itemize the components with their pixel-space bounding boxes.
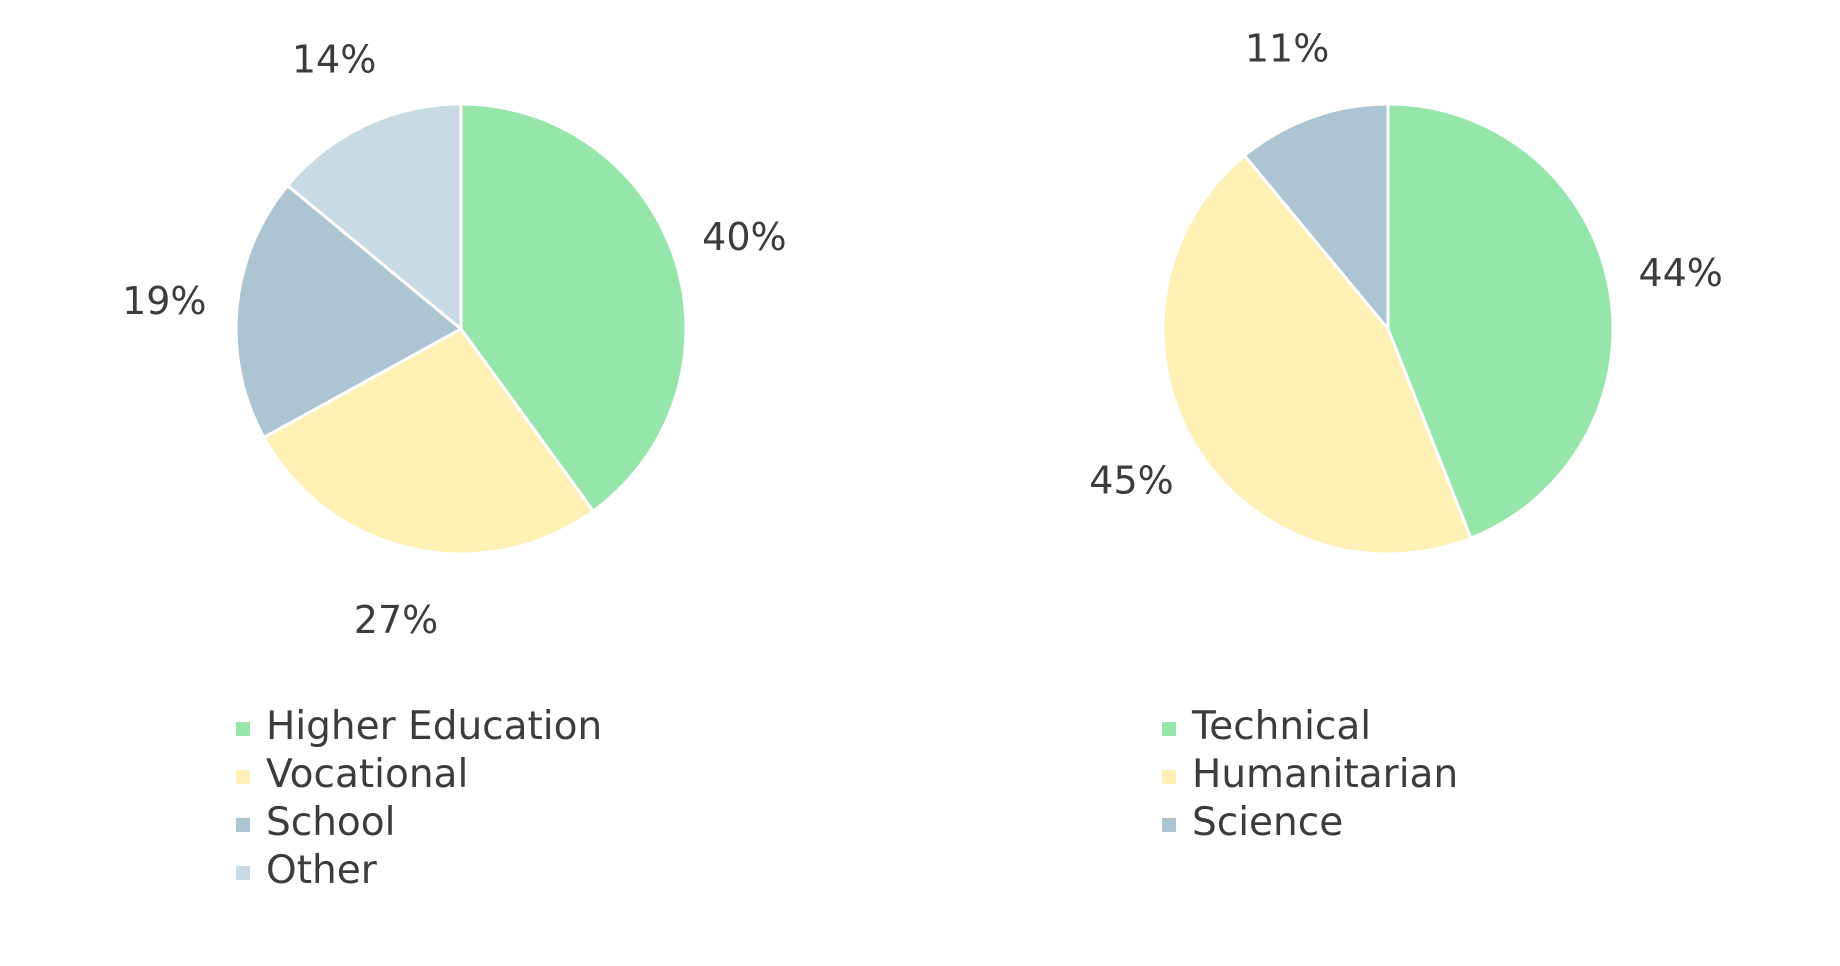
pie-slice-vocational: [262, 327, 595, 556]
legend-label: Higher Education: [266, 703, 603, 749]
legend-swatch-other: [236, 866, 250, 880]
legend-swatch-school: [236, 818, 250, 832]
data-label-higher-education: 40%: [702, 215, 786, 259]
legend-label: Vocational: [266, 751, 469, 797]
pie-slice-science: [1243, 102, 1390, 331]
data-label-technical: 44%: [1638, 251, 1722, 295]
pie-slice-higher-education: [459, 102, 688, 513]
data-label-school: 19%: [122, 279, 206, 323]
legend-swatch-higher-education: [236, 722, 250, 736]
legend-item-other: Other: [236, 846, 602, 894]
legend-label: Technical: [1192, 703, 1372, 749]
pie-chart-1: 40% 27% 19% 14%: [122, 37, 787, 641]
pie-slice-humanitarian: [1161, 154, 1473, 556]
legend-item-humanitarian: Humanitarian: [1162, 750, 1458, 798]
legend-item-higher-education: Higher Education: [236, 702, 602, 750]
legend-swatch-science: [1162, 818, 1176, 832]
data-label-science: 11%: [1245, 27, 1329, 71]
legend-field-of-study: Technical Humanitarian Science: [1162, 702, 1458, 846]
data-label-other: 14%: [292, 37, 376, 81]
legend-swatch-humanitarian: [1162, 770, 1176, 784]
pie-chart-2: 44% 45% 11%: [1089, 27, 1723, 556]
legend-swatch-vocational: [236, 770, 250, 784]
legend-label: Other: [266, 847, 377, 893]
legend-label: Science: [1192, 799, 1344, 845]
legend-label: Humanitarian: [1192, 751, 1459, 797]
pie-slice-technical: [1386, 102, 1615, 540]
legend-swatch-technical: [1162, 722, 1176, 736]
legend-label: School: [266, 799, 396, 845]
pie-slice-other: [286, 102, 463, 331]
legend-item-vocational: Vocational: [236, 750, 602, 798]
data-label-vocational: 27%: [354, 598, 438, 642]
legend-item-school: School: [236, 798, 602, 846]
legend-education-level: Higher Education Vocational School Other: [236, 702, 602, 894]
pie-slice-school: [234, 184, 463, 439]
legend-item-technical: Technical: [1162, 702, 1458, 750]
data-label-humanitarian: 45%: [1089, 459, 1173, 503]
legend-item-science: Science: [1162, 798, 1458, 846]
